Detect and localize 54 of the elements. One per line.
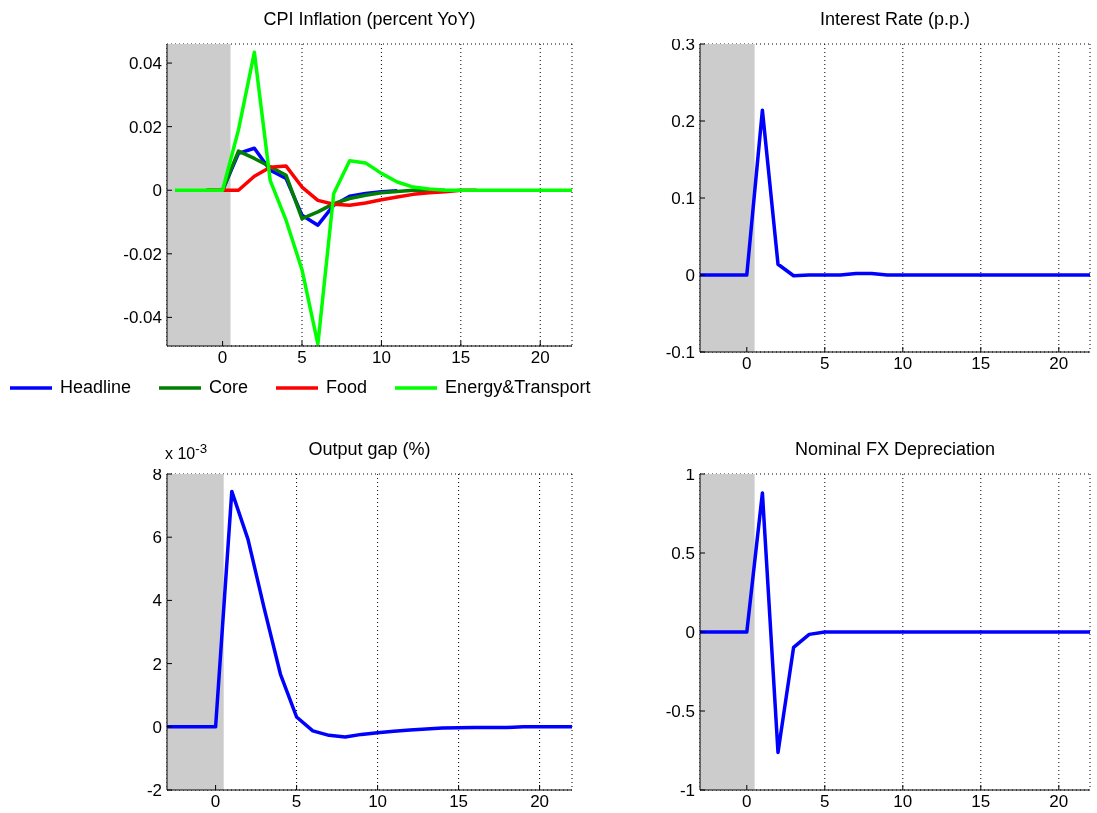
y-tick-label: 0.02 <box>128 117 162 137</box>
y-tick-label: -2 <box>146 781 162 801</box>
x-tick-label: 0 <box>742 354 752 374</box>
x-tick-label: 15 <box>449 792 469 812</box>
line-series <box>700 108 1090 278</box>
x-tick-label: 5 <box>820 792 830 812</box>
x-tick-label: 5 <box>291 792 302 812</box>
line-series <box>700 491 1090 755</box>
legend-label: Headline <box>60 377 132 398</box>
y-tick-label: 4 <box>152 591 162 611</box>
x-tick-label: 15 <box>971 354 991 374</box>
x-tick-label: 5 <box>820 354 830 374</box>
chart-title: CPI Inflation (percent YoY) <box>262 9 477 31</box>
y-tick-label: 0.04 <box>128 54 162 74</box>
x-tick-label: 0 <box>217 348 228 368</box>
x-tick-label: 20 <box>1049 792 1069 812</box>
x-tick-label: 0 <box>742 792 752 812</box>
y-tick-label: -0.04 <box>123 308 162 328</box>
y-tick-label: 0.1 <box>671 189 695 209</box>
x-tick-label: 20 <box>530 792 550 812</box>
y-tick-label: 0.3 <box>671 35 695 55</box>
legend-label: Food <box>326 377 368 398</box>
text: x 10$^{-3}$ <box>165 441 208 464</box>
y-tick-label: -0.5 <box>665 702 695 722</box>
x-tick-label: 10 <box>893 354 913 374</box>
y-tick-label: 0 <box>685 266 695 286</box>
line-series <box>173 50 572 346</box>
chart-title: Output gap (%) <box>308 439 431 459</box>
x-tick-label: 15 <box>451 348 471 368</box>
x-tick-label: 10 <box>893 792 913 812</box>
y-tick-label: 0.2 <box>671 112 695 132</box>
x-tick-label: 10 <box>368 792 388 812</box>
y-tick-label: -0.02 <box>123 244 162 264</box>
x-tick-label: 10 <box>371 348 391 368</box>
x-tick-label: 15 <box>971 792 991 812</box>
y-tick-label: 0 <box>685 623 695 643</box>
chart-title: Nominal FX Depreciation <box>793 439 997 461</box>
y-tick-label: 1 <box>685 465 695 485</box>
y-tick-label: -0.1 <box>665 343 695 363</box>
y-tick-label: 0 <box>152 717 162 737</box>
y-tick-label: 2 <box>152 654 162 674</box>
y-tick-label: 0.5 <box>671 544 695 564</box>
y-tick-label: 0 <box>152 181 162 201</box>
y-tick-label: 6 <box>152 528 162 548</box>
y-tick-label: -1 <box>679 781 695 801</box>
x-tick-label: 20 <box>530 348 550 368</box>
x-tick-label: 0 <box>210 792 221 812</box>
x-tick-label: 20 <box>1049 354 1069 374</box>
legend-label: Core <box>209 377 249 398</box>
line-series <box>167 489 572 739</box>
chart-title: Interest Rate (p.p.) <box>818 9 972 31</box>
y-tick-label: 8 <box>152 465 162 485</box>
x-tick-label: 5 <box>297 348 307 368</box>
legend-label: Energy&Transport <box>445 377 591 398</box>
